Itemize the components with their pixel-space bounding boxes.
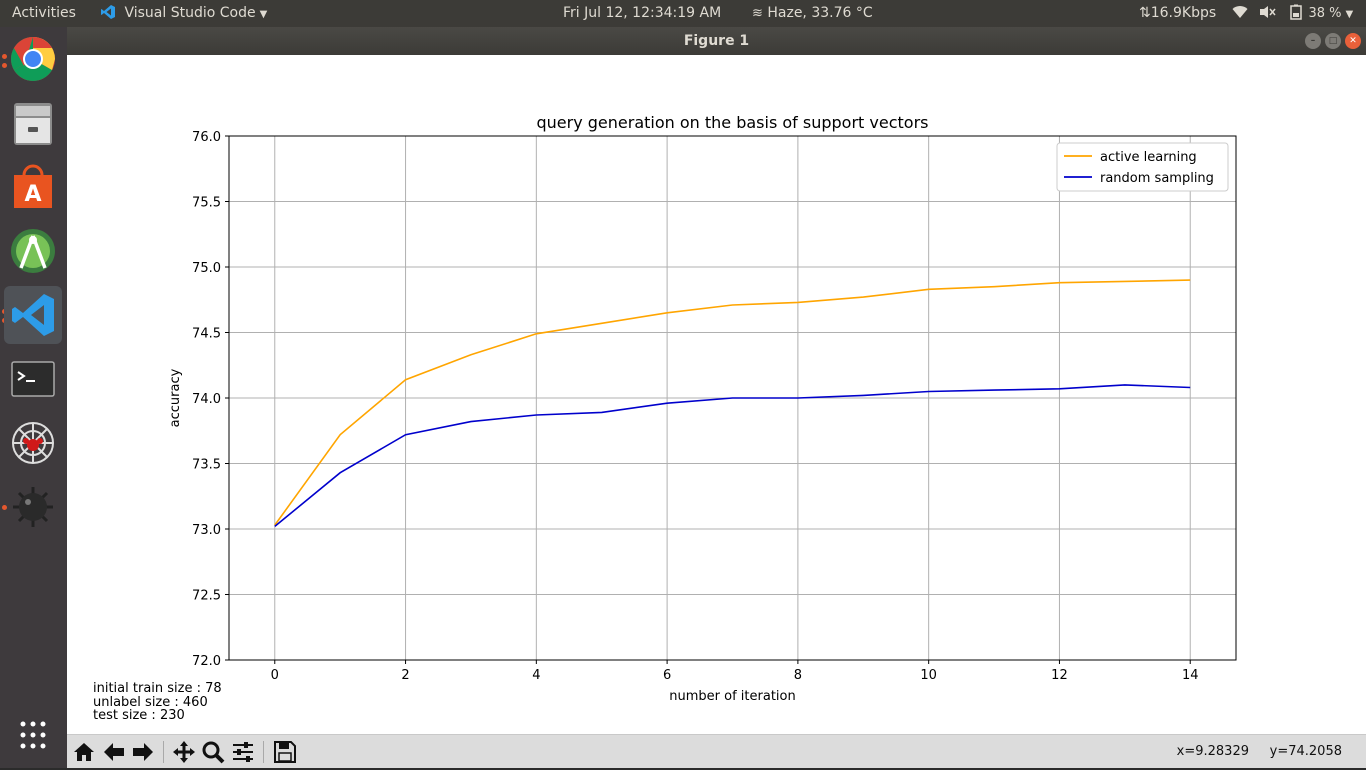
files-icon[interactable]	[4, 94, 62, 152]
figure-canvas[interactable]: 0 2 4 6 8 10 12 14 72.0 72.5 73.0 73.5 74.0 74.5 75.0 7…	[67, 55, 1366, 734]
sliders-icon	[233, 742, 253, 762]
x-tick-label: 2	[401, 668, 409, 683]
legend-label: random sampling	[1100, 171, 1214, 186]
x-tick-label: 14	[1182, 668, 1199, 683]
toolbar-separator	[263, 741, 264, 763]
svg-text:A: A	[24, 182, 41, 207]
toolbar-separator	[163, 741, 164, 763]
android-studio-icon[interactable]	[4, 222, 62, 280]
minimize-button[interactable]: –	[1305, 33, 1321, 49]
move-icon	[173, 741, 195, 763]
y-tick-label: 73.0	[192, 523, 221, 538]
running-indicator	[2, 505, 7, 510]
vscode-icon[interactable]	[4, 286, 62, 344]
x-tick-label: 4	[532, 668, 540, 683]
weather-indicator[interactable]: ≋ Haze, 33.76 °C	[752, 0, 873, 27]
running-indicator	[2, 54, 7, 59]
series-line-random-sampling	[274, 384, 1191, 528]
app-menu[interactable]: Visual Studio Code ▼	[100, 0, 267, 27]
chart-title: query generation on the basis of support…	[536, 113, 928, 132]
window-titlebar[interactable]: Figure 1 – □ ✕	[67, 27, 1366, 55]
series-layer	[274, 279, 1191, 528]
x-tick-label: 8	[794, 668, 802, 683]
chevron-down-icon: ▼	[259, 9, 268, 20]
running-indicator	[2, 63, 7, 68]
arrow-right-icon	[133, 743, 153, 761]
close-icon: ✕	[1349, 36, 1357, 46]
x-tick-label: 10	[920, 668, 937, 683]
unlabel-size-text: unlabel size : 460	[93, 695, 208, 710]
magnifier-icon	[202, 741, 225, 764]
series-line-active-learning	[274, 279, 1191, 526]
navigation-toolbar: x=9.28329 y=74.2058	[67, 734, 1366, 768]
configure-subplots-button[interactable]	[229, 738, 257, 766]
app-grid-icon[interactable]	[4, 706, 62, 764]
y-tick-label: 72.0	[192, 654, 221, 669]
battery-icon	[1290, 4, 1302, 20]
chrome-icon[interactable]	[4, 30, 62, 88]
legend-label: active learning	[1100, 150, 1197, 165]
x-axis-label: number of iteration	[669, 689, 795, 704]
home-icon	[74, 743, 94, 761]
battery-indicator[interactable]: 38 % ▼	[1290, 0, 1353, 27]
spider-icon[interactable]	[4, 414, 62, 472]
window-title: Figure 1	[683, 33, 750, 49]
mines-icon[interactable]	[4, 478, 62, 536]
train-size-text: initial train size : 78	[93, 681, 222, 696]
network-speed[interactable]: ⇅16.9Kbps	[1139, 5, 1217, 21]
x-tick-label: 6	[663, 668, 671, 683]
chevron-down-icon: ▼	[1345, 9, 1354, 20]
test-size-text: test size : 230	[93, 708, 185, 723]
terminal-icon[interactable]	[4, 350, 62, 408]
cursor-coordinates: x=9.28329 y=74.2058	[1176, 744, 1342, 759]
y-axis-label: accuracy	[168, 368, 183, 427]
legend-box	[1056, 142, 1229, 192]
line-chart: 0 2 4 6 8 10 12 14 72.0 72.5 73.0 73.5 74.0 74.5 75.0 7…	[168, 113, 1237, 704]
volume-icon[interactable]	[1259, 0, 1277, 27]
home-button[interactable]	[70, 738, 98, 766]
y-tick-label: 75.5	[192, 196, 221, 211]
launcher: A	[0, 27, 67, 768]
wifi-icon[interactable]	[1232, 0, 1248, 27]
x-tick-label: 0	[271, 668, 279, 683]
zoom-button[interactable]	[199, 738, 227, 766]
ticks: 0 2 4 6 8 10 12 14 72.0 72.5 73.0 73.5 74.0 74.5 75.0 7…	[192, 130, 1198, 683]
activities-button[interactable]: Activities	[12, 5, 76, 21]
software-center-icon[interactable]: A	[4, 158, 62, 216]
legend: active learning random sampling	[1056, 142, 1229, 192]
y-tick-label: 74.5	[192, 327, 221, 342]
y-tick-label: 72.5	[192, 589, 221, 604]
forward-button[interactable]	[129, 738, 157, 766]
close-button[interactable]: ✕	[1345, 33, 1361, 49]
y-tick-label: 76.0	[192, 130, 221, 145]
y-tick-label: 73.5	[192, 458, 221, 473]
battery-percent: 38 %	[1308, 6, 1342, 21]
maximize-icon: □	[1328, 36, 1338, 46]
minimize-icon: –	[1310, 36, 1316, 46]
vscode-small-icon	[100, 3, 116, 19]
app-name: Visual Studio Code	[124, 5, 256, 21]
save-figure-button[interactable]	[271, 738, 299, 766]
floppy-disk-icon	[274, 741, 296, 763]
top-panel: Activities Visual Studio Code ▼ Fri Jul 1…	[0, 0, 1366, 27]
haze-icon: ≋	[752, 6, 763, 21]
clock[interactable]: Fri Jul 12, 12:34:19 AM	[563, 5, 722, 21]
y-tick-label: 75.0	[192, 261, 221, 276]
back-button[interactable]	[100, 738, 128, 766]
pan-button[interactable]	[170, 738, 198, 766]
x-tick-label: 12	[1051, 668, 1068, 683]
y-tick-label: 74.0	[192, 392, 221, 407]
weather-text: Haze, 33.76 °C	[767, 5, 873, 21]
arrow-left-icon	[104, 743, 124, 761]
maximize-button[interactable]: □	[1325, 33, 1341, 49]
